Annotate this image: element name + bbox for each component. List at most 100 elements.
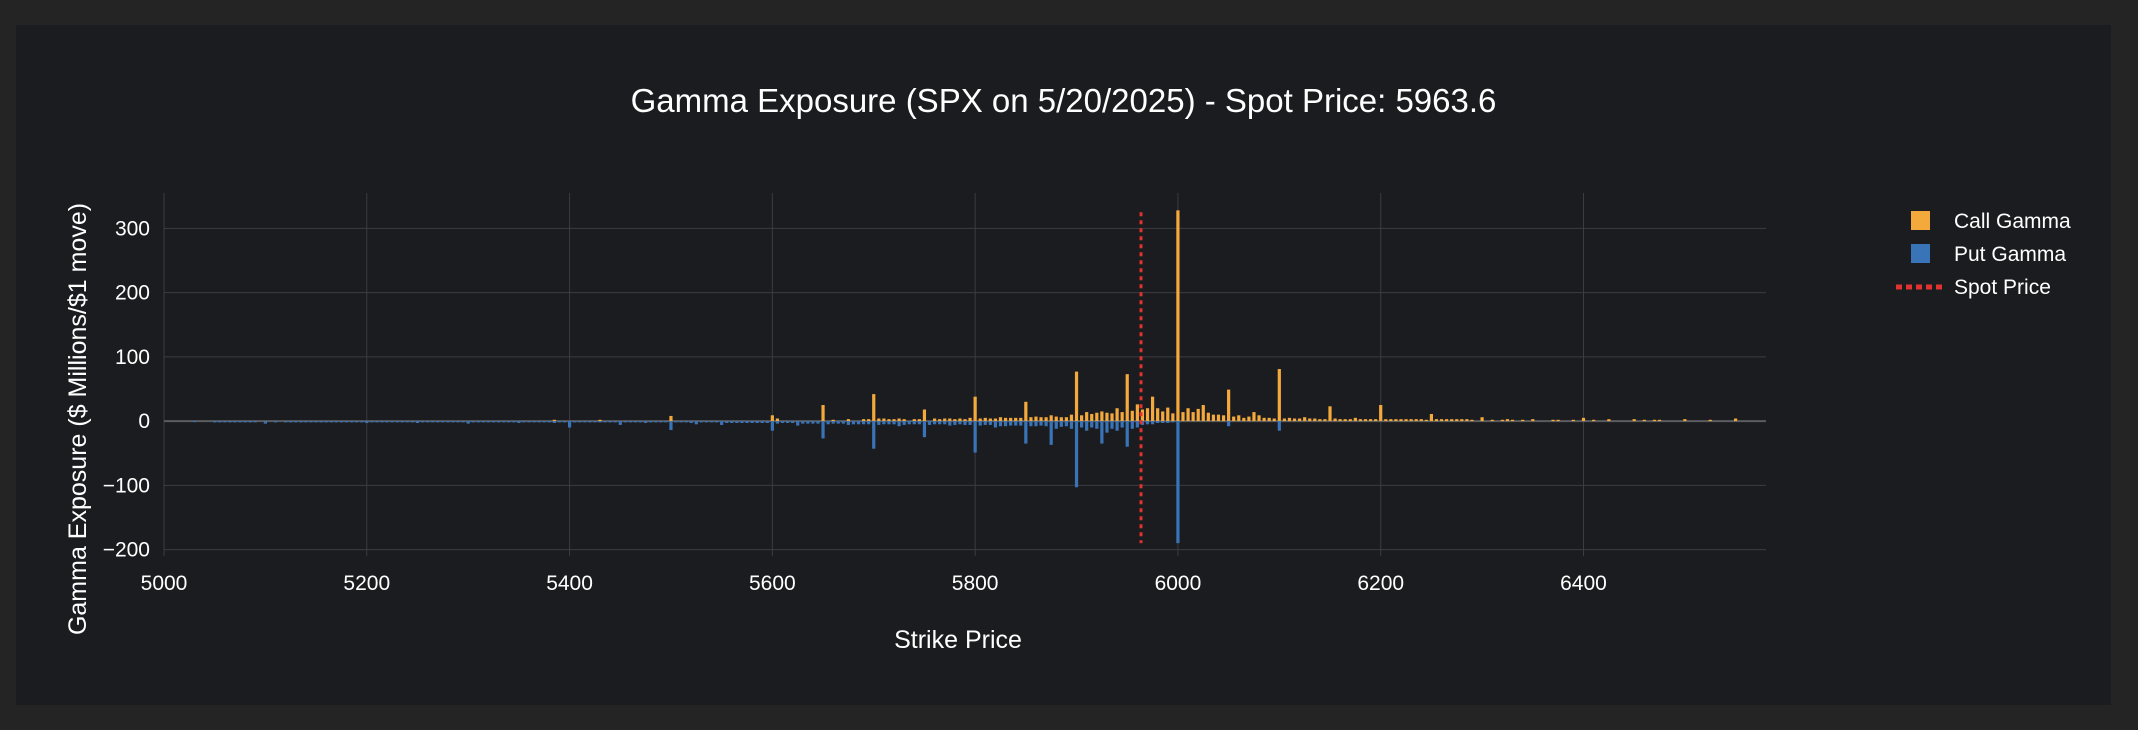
put-gamma-bar <box>263 421 267 424</box>
call-gamma-bar <box>1394 419 1398 422</box>
put-gamma-bar <box>1064 421 1068 427</box>
put-gamma-bar <box>1156 421 1160 424</box>
put-gamma-bar <box>694 421 698 425</box>
call-gamma-bar <box>1216 414 1221 422</box>
call-gamma-bar <box>1176 210 1180 422</box>
put-gamma-bar <box>385 421 389 423</box>
put-gamma-bar <box>922 421 927 438</box>
call-gamma-bar <box>1389 419 1393 422</box>
call-gamma-bar <box>1592 419 1596 422</box>
call-gamma-bar <box>1125 374 1129 422</box>
put-gamma-bar <box>831 421 835 424</box>
put-gamma-bar <box>426 421 430 423</box>
put-gamma-bar <box>486 421 491 423</box>
call-gamma-bar <box>1090 414 1094 422</box>
call-gamma-bar <box>1277 369 1281 422</box>
call-gamma-bar <box>1581 417 1586 422</box>
put-gamma-bar <box>816 421 820 424</box>
put-gamma-bar <box>461 421 465 423</box>
x-tick-label: 6400 <box>1560 572 1607 595</box>
call-gamma-bar <box>1505 419 1510 422</box>
call-gamma-bar <box>1014 417 1018 422</box>
put-gamma-bar <box>496 421 501 423</box>
put-gamma-bar <box>420 421 425 423</box>
call-gamma-bar <box>1181 412 1185 422</box>
legend-item[interactable]: Call Gamma <box>1911 210 2071 233</box>
call-gamma-bar <box>1348 419 1352 422</box>
put-gamma-bar <box>791 421 795 424</box>
call-gamma-bar <box>1450 419 1454 422</box>
put-gamma-bar <box>192 421 197 423</box>
call-gamma-bar <box>862 419 866 422</box>
put-gamma-bar <box>993 421 998 428</box>
call-gamma-bar <box>1434 419 1439 422</box>
legend[interactable]: Call Gamma Put Gamma Spot Price <box>1896 210 2071 299</box>
put-gamma-bar <box>253 421 257 423</box>
put-gamma-bar <box>218 421 222 423</box>
call-gamma-bar <box>1399 419 1403 422</box>
axis-ticks: 5000 5200 5400 5600 5800 6000 6200 6400 −200 −100… <box>103 217 1607 595</box>
put-gamma-bar <box>248 421 252 423</box>
call-gamma-bar <box>938 419 942 422</box>
call-gamma-bar <box>1424 419 1428 422</box>
put-gamma-bar <box>1176 421 1180 544</box>
put-gamma-bar <box>821 421 825 439</box>
put-gamma-bar <box>608 421 612 423</box>
legend-item[interactable]: Put Gamma <box>1911 243 2066 266</box>
call-gamma-bar <box>943 418 947 422</box>
chart-panel: Gamma Exposure (SPX on 5/20/2025) - Spot… <box>16 25 2111 705</box>
put-gamma-bar <box>882 421 886 425</box>
put-gamma-bar <box>1049 421 1053 445</box>
call-gamma-bar <box>1510 419 1515 422</box>
call-gamma-bar <box>968 417 972 422</box>
legend-label: Call Gamma <box>1954 210 2071 233</box>
call-gamma-bar <box>1460 419 1464 422</box>
put-gamma-bar <box>583 421 587 423</box>
put-gamma-bar <box>846 421 850 425</box>
put-gamma-bar <box>598 421 602 423</box>
put-gamma-bar <box>395 421 399 423</box>
x-tick-label: 5400 <box>546 572 593 595</box>
call-gamma-bar <box>1237 415 1241 422</box>
put-gamma-bar <box>664 421 668 423</box>
put-gamma-bar <box>441 421 445 423</box>
put-gamma-bar <box>344 421 349 423</box>
put-gamma-bar <box>988 421 992 425</box>
call-gamma-bar <box>1267 417 1271 422</box>
put-gamma-bar <box>1074 421 1079 488</box>
legend-item[interactable]: Spot Price <box>1896 276 2051 299</box>
put-gamma-bar <box>735 421 739 424</box>
put-gamma-bar <box>654 421 658 423</box>
call-gamma-bar <box>1480 417 1484 422</box>
put-gamma-bar <box>1130 421 1134 429</box>
put-gamma-bar <box>456 421 460 423</box>
put-gamma-bar <box>704 421 709 423</box>
put-gamma-bar <box>370 421 374 423</box>
put-gamma-bar <box>765 421 769 424</box>
call-gamma-bar <box>1211 414 1216 422</box>
y-tick-label: 0 <box>138 410 150 433</box>
put-gamma-bar <box>309 421 313 423</box>
call-gamma-bar <box>1455 419 1459 422</box>
put-gamma-bar <box>365 421 369 424</box>
call-gamma-bar <box>1161 411 1165 422</box>
put-gamma-bar <box>862 421 866 425</box>
call-gamma-bar <box>1414 419 1418 422</box>
put-gamma-bar <box>517 421 521 424</box>
put-gamma-bar <box>557 421 562 423</box>
call-gamma-bar <box>1069 414 1074 422</box>
put-gamma-bar <box>973 421 977 453</box>
put-gamma-bar <box>730 421 734 424</box>
put-gamma-bar <box>603 421 607 423</box>
call-gamma-bar <box>1607 419 1611 422</box>
put-gamma-bar <box>907 421 911 425</box>
put-gamma-bar <box>512 421 516 423</box>
call-gamma-bar <box>1262 417 1266 422</box>
call-gamma-bar <box>1095 412 1099 422</box>
call-gamma-bar <box>1490 419 1494 422</box>
put-gamma-bar <box>578 421 582 423</box>
put-gamma-bar <box>953 421 957 425</box>
call-gamma-bar <box>1227 389 1231 422</box>
call-gamma-bar <box>1368 419 1373 422</box>
put-gamma-bar <box>1120 421 1124 428</box>
